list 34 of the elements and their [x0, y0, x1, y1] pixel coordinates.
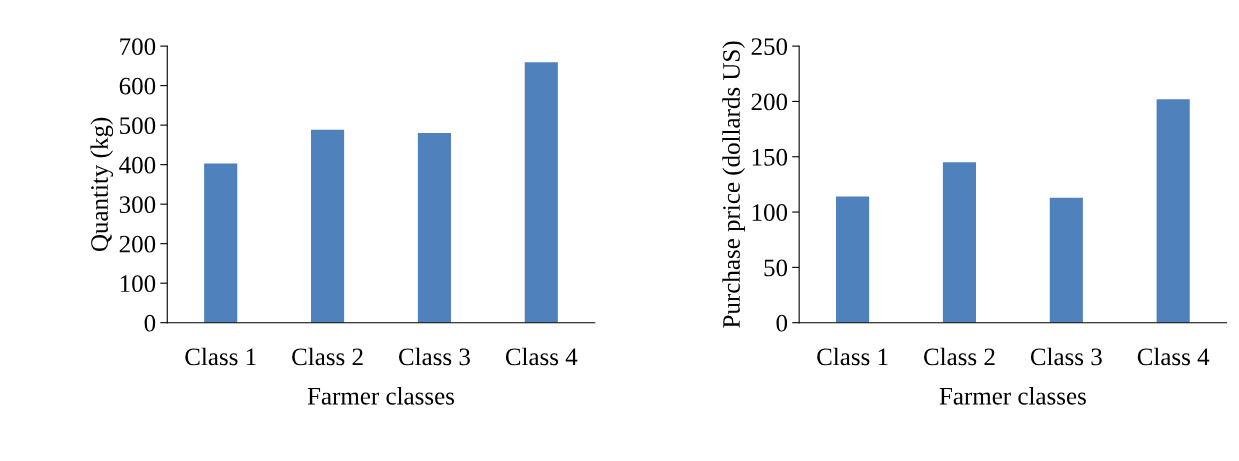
bar — [417, 133, 451, 323]
y-tick-label: 150 — [752, 148, 788, 166]
bar — [311, 129, 345, 323]
x-axis-title: Farmer classes — [307, 387, 455, 405]
y-tick-label: 100 — [120, 275, 156, 293]
bar — [1049, 197, 1083, 323]
y-tick-label: 500 — [120, 117, 156, 135]
y-tick-label: 300 — [119, 196, 156, 214]
bar — [204, 163, 238, 323]
y-tick-label: 250 — [751, 38, 788, 56]
y-tick-label: 50 — [764, 259, 788, 277]
bar — [942, 162, 977, 323]
x-tick-label: Class 4 — [1137, 347, 1210, 366]
x-tick-label: Class 2 — [292, 347, 363, 366]
bar — [836, 196, 870, 323]
y-tick-label: 0 — [144, 314, 156, 332]
y-tick-label: 200 — [119, 235, 156, 253]
x-tick-label: Class 3 — [398, 347, 470, 366]
y-axis-title: Purchase price (dollards US) — [722, 41, 745, 328]
x-axis-title: Farmer classes — [939, 387, 1086, 405]
y-tick-label: 100 — [752, 204, 788, 221]
y-tick-label: 200 — [751, 93, 788, 111]
x-tick-label: Class 1 — [817, 347, 888, 366]
x-tick-label: Class 3 — [1030, 347, 1102, 366]
y-tick-label: 600 — [119, 77, 156, 95]
bar — [524, 62, 558, 323]
bar — [1156, 99, 1190, 323]
y-tick-label: 0 — [776, 314, 788, 332]
x-tick-label: Class 1 — [185, 347, 256, 366]
y-tick-label: 700 — [120, 38, 156, 56]
y-axis-title: Quantity (kg) — [90, 117, 114, 252]
y-tick-label: 400 — [119, 156, 156, 174]
x-tick-label: Class 2 — [924, 347, 995, 366]
x-tick-label: Class 4 — [505, 347, 578, 366]
